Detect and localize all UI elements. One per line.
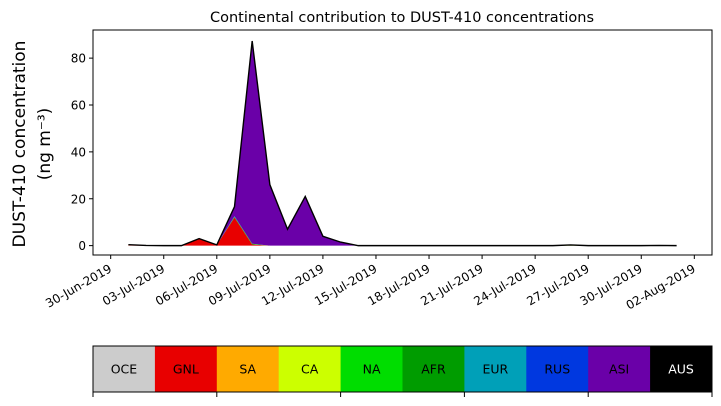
area-na [128, 216, 677, 246]
y-axis-label-line1: DUST-410 concentration [10, 41, 30, 248]
legend-swatch-rus [526, 346, 589, 392]
legend-swatch-aus [650, 346, 713, 392]
y-tick-label: 0 [78, 239, 86, 253]
legend-label: NA [363, 362, 381, 377]
area-asi [128, 41, 677, 246]
area-afr [128, 216, 677, 246]
area-aus [128, 41, 677, 246]
legend-colorbar: OCE GNL SA CA NA AFR EUR RUS ASI AUS [92, 345, 713, 397]
legend-label: AFR [421, 362, 446, 377]
legend-label: SA [239, 362, 256, 377]
y-tick-label: 20 [71, 192, 86, 206]
legend-label: AUS [668, 362, 694, 377]
legend-swatch-na [340, 346, 403, 392]
y-tick-label: 40 [71, 145, 86, 159]
legend-label: EUR [482, 362, 508, 377]
legend-label: GNL [173, 362, 199, 377]
legend-label: OCE [111, 362, 138, 377]
area-gnl [128, 217, 677, 246]
total-line [128, 40, 677, 247]
legend-swatch-sa [216, 346, 280, 392]
legend-label: CA [301, 362, 319, 377]
area-rus [128, 216, 677, 246]
area-ca [128, 217, 677, 246]
area-sa [128, 217, 677, 246]
legend-label: ASI [609, 362, 629, 377]
legend-swatch-gnl [154, 346, 218, 392]
chart-title: Continental contribution to DUST-410 con… [210, 10, 594, 26]
plot-frame [92, 29, 713, 256]
legend-swatch-ca [278, 346, 342, 392]
x-axis-ticks: 30-Jun-201903-Jul-201906-Jul-201909-Jul-… [43, 255, 698, 312]
legend-swatch-afr [402, 346, 465, 392]
legend-swatch-asi [588, 346, 651, 392]
legend-swatch-eur [464, 346, 527, 392]
y-axis-label-line2: (ng m⁻³) [35, 108, 55, 181]
legend-frame [92, 345, 713, 393]
y-tick-label: 80 [71, 52, 86, 66]
legend-label: RUS [544, 362, 570, 377]
stacked-areas [128, 41, 677, 246]
y-tick-label: 60 [71, 99, 86, 113]
y-axis-label: DUST-410 concentration (ng m⁻³) [10, 41, 55, 248]
y-axis-ticks: 0 20 40 60 80 [71, 52, 93, 253]
legend-swatch-oce [93, 346, 156, 392]
area-eur [128, 216, 677, 246]
